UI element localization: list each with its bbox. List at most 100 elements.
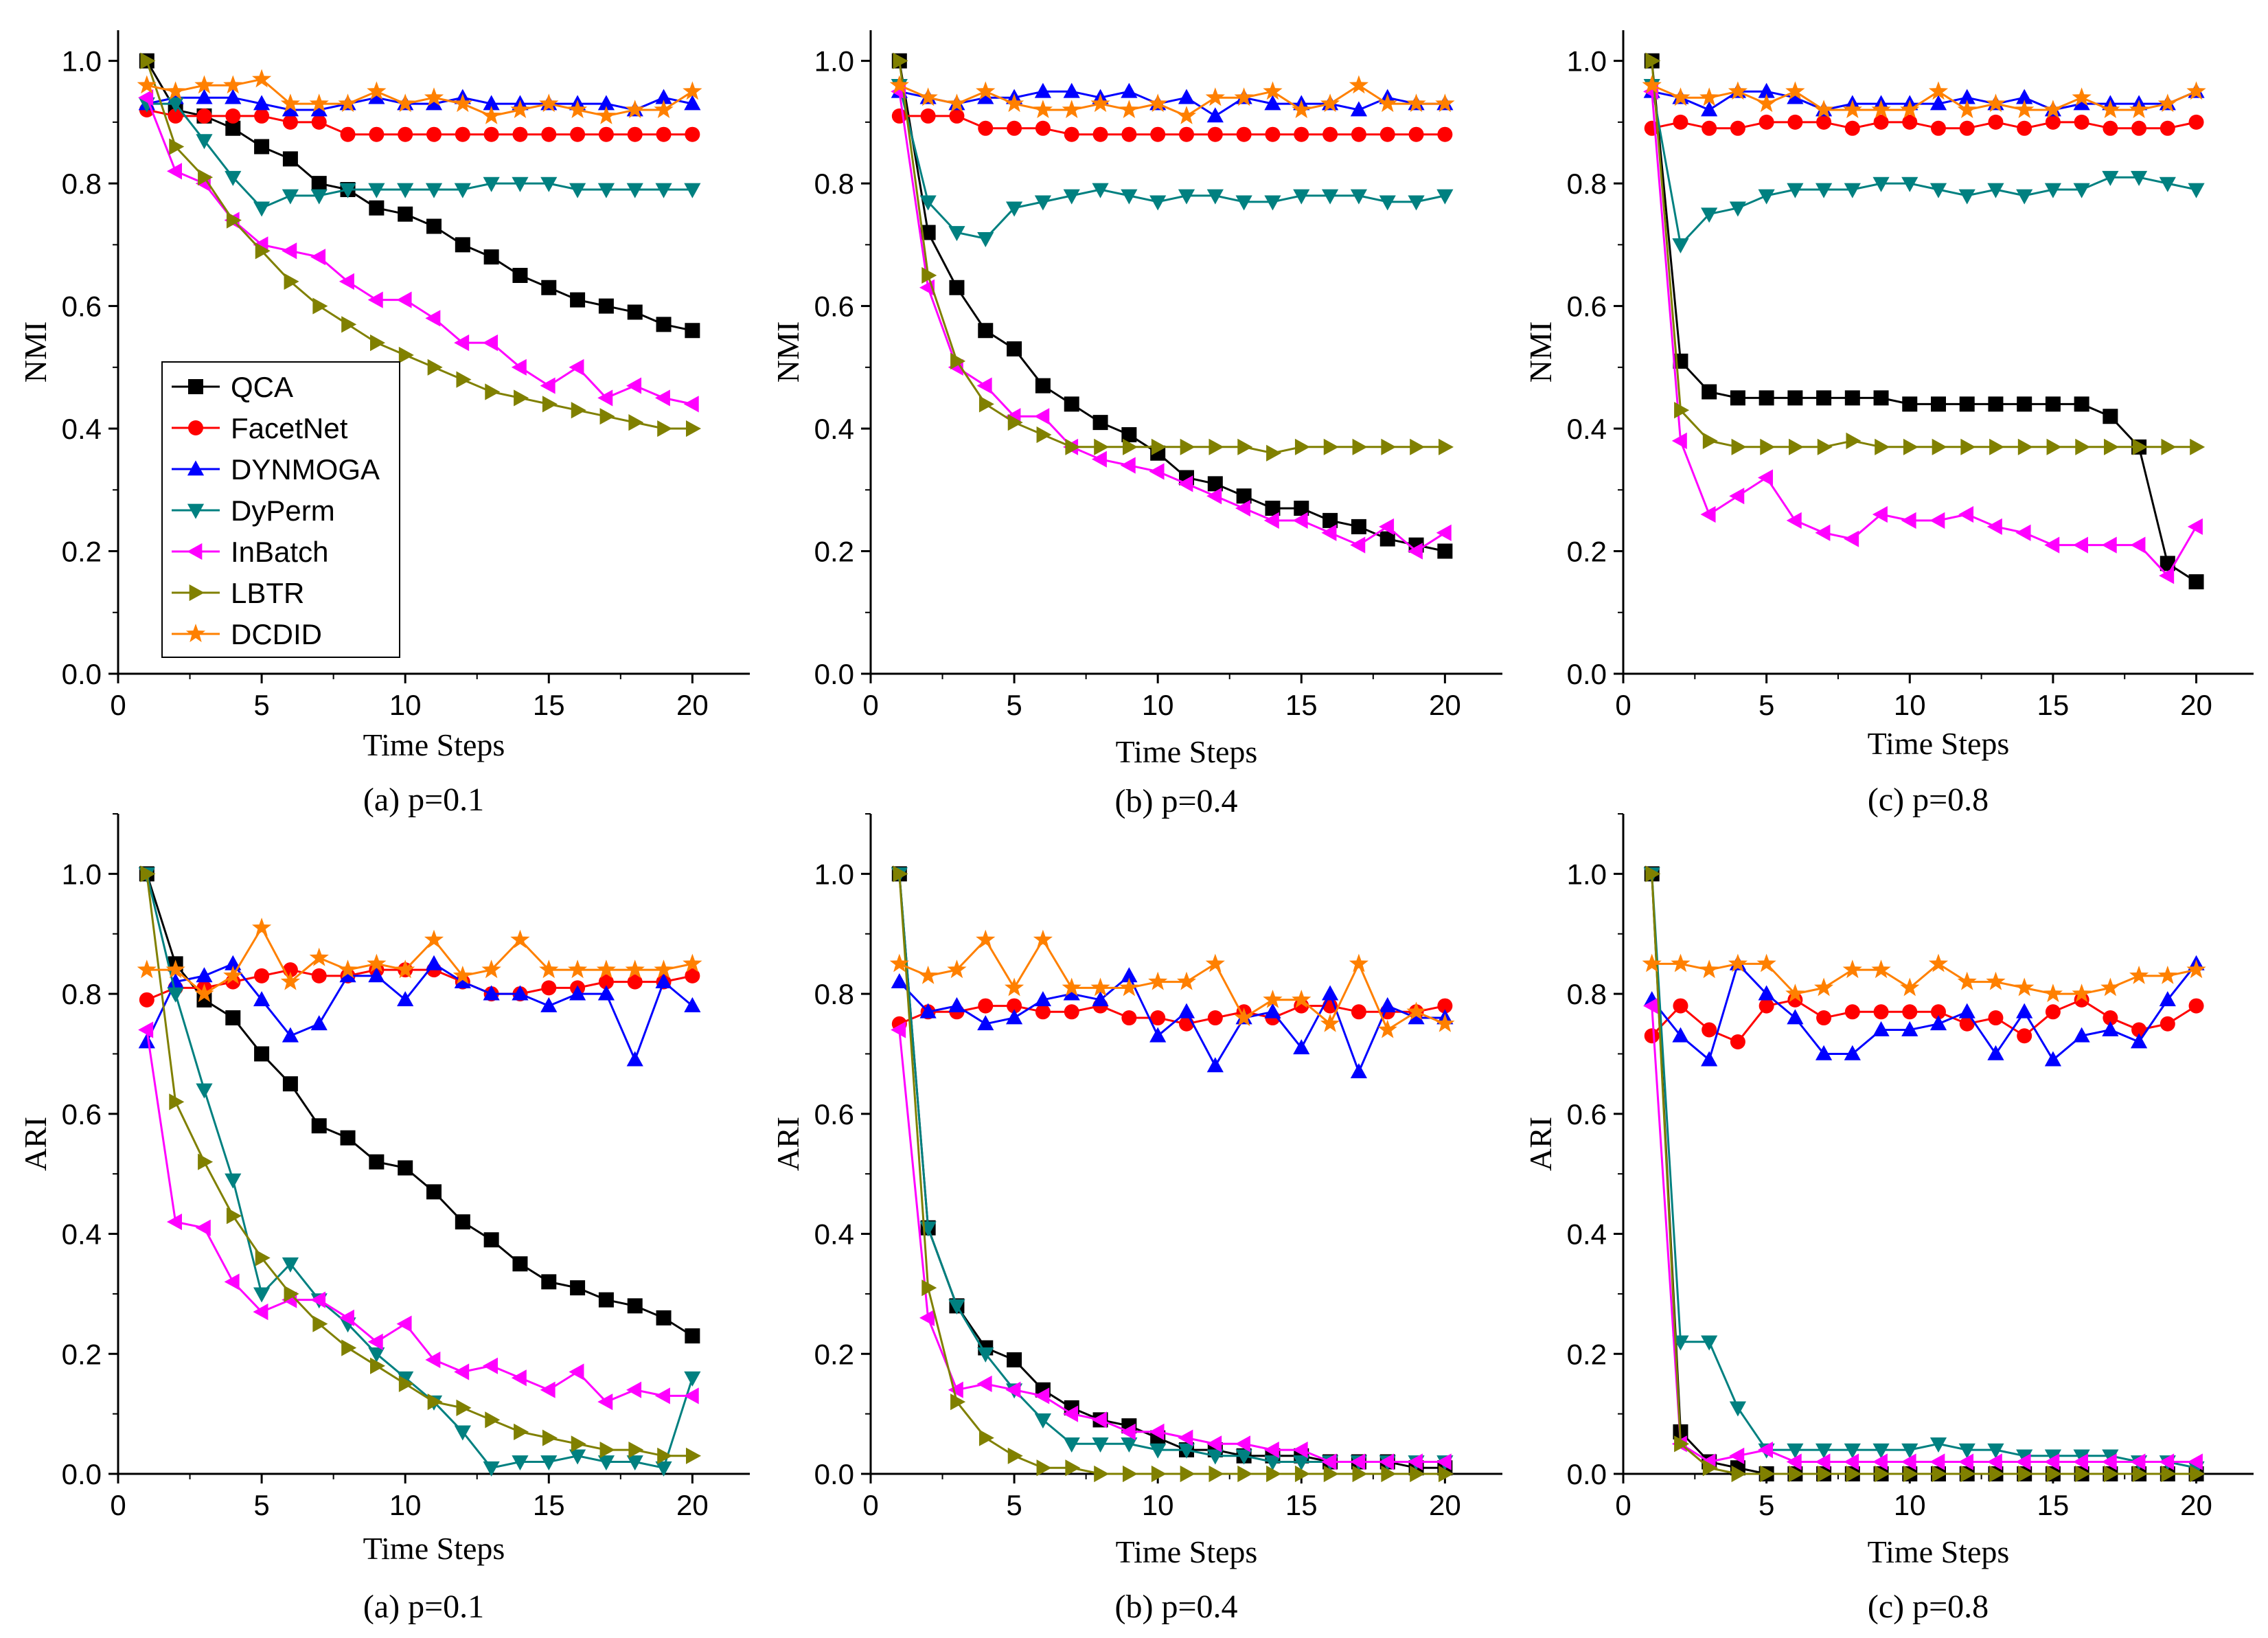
data-point (1292, 512, 1308, 530)
data-point (309, 947, 329, 966)
y-tick-label: 0.4 (62, 413, 102, 445)
data-point (1005, 1009, 1023, 1025)
series-line (1651, 1005, 2197, 1464)
data-point (2045, 1004, 2061, 1020)
data-point (1206, 189, 1224, 205)
data-point (1844, 1453, 1859, 1470)
data-point (253, 1287, 271, 1303)
data-point (1235, 499, 1250, 517)
data-point (685, 126, 700, 142)
data-point (138, 1021, 154, 1038)
data-point (2130, 536, 2146, 554)
data-point (541, 980, 557, 996)
data-point (1323, 1465, 1339, 1483)
x-tick-label: 0 (862, 689, 878, 721)
x-tick-label: 10 (389, 689, 422, 721)
data-point (1929, 95, 1947, 111)
data-point (539, 93, 559, 113)
data-point (891, 972, 908, 988)
data-point (1036, 1459, 1052, 1477)
data-point (455, 237, 470, 253)
series-dcdid (137, 918, 702, 1003)
data-point (654, 100, 674, 118)
y-tick-label: 0.8 (814, 168, 854, 200)
data-point (2101, 536, 2117, 554)
data-point (627, 1298, 643, 1314)
data-point (1034, 408, 1050, 425)
legend-marker (188, 379, 203, 394)
data-point (282, 151, 298, 167)
series-inbatch (1643, 997, 2203, 1470)
data-point (254, 139, 270, 155)
data-point (1092, 1437, 1109, 1453)
data-point (425, 1351, 441, 1369)
data-point (1844, 1443, 1861, 1459)
data-point (1149, 1423, 1165, 1440)
data-point (597, 389, 613, 407)
data-point (368, 183, 385, 198)
data-point (1294, 1465, 1310, 1483)
data-point (1205, 953, 1225, 972)
data-point (1264, 195, 1281, 211)
data-point (2101, 1453, 2117, 1470)
data-point (1959, 120, 1975, 136)
legend-marker (185, 624, 206, 642)
data-point (282, 114, 298, 130)
data-point (1789, 438, 1805, 455)
x-tick-label: 10 (1894, 1489, 1926, 1521)
data-point (1931, 120, 1946, 136)
data-point (1034, 195, 1052, 211)
data-point (1351, 1004, 1366, 1020)
series-qca (1644, 866, 2204, 1481)
data-point (1872, 1453, 1888, 1470)
data-point (1407, 1453, 1423, 1470)
data-point (1007, 998, 1022, 1014)
data-point (1007, 1352, 1022, 1368)
data-point (1063, 1437, 1080, 1453)
data-point (397, 183, 414, 198)
data-point (685, 1328, 700, 1344)
panel-caption: (a) p=0.1 (363, 1589, 484, 1625)
data-point (626, 1455, 643, 1471)
data-point (1437, 126, 1453, 142)
data-point (1701, 1051, 1718, 1067)
y-tick-label: 1.0 (62, 858, 102, 890)
data-point (1673, 114, 1688, 130)
series-qca (139, 53, 700, 339)
data-point (455, 126, 470, 142)
data-point (1007, 1447, 1023, 1464)
x-tick-label: 0 (1615, 1489, 1631, 1521)
data-point (1928, 81, 1949, 100)
data-point (1900, 100, 1920, 118)
series-lbtr (1645, 52, 2206, 455)
data-point (1760, 438, 1776, 455)
data-point (1929, 183, 1947, 198)
data-point (1320, 1013, 1340, 1032)
data-point (1757, 1441, 1773, 1459)
panel-caption: (c) p=0.8 (1868, 1589, 1989, 1625)
data-point (2157, 93, 2177, 113)
data-point (1036, 426, 1052, 444)
data-point (2130, 1033, 2148, 1049)
data-point (599, 1441, 615, 1459)
data-point (2046, 438, 2062, 455)
data-point (396, 959, 415, 979)
data-point (569, 1363, 584, 1380)
data-point (977, 1347, 994, 1363)
data-point (654, 959, 674, 979)
data-point (1090, 93, 1110, 113)
data-point (1034, 1413, 1052, 1429)
data-point (1294, 126, 1309, 142)
data-point (1902, 396, 1918, 412)
data-point (1642, 953, 1662, 972)
data-point (339, 273, 354, 290)
data-point (1293, 1039, 1310, 1055)
data-point (483, 1461, 500, 1477)
data-point (1352, 438, 1368, 455)
series-dcdid (889, 75, 1455, 124)
data-point (1814, 977, 1834, 997)
data-point (1264, 95, 1281, 111)
data-point (2188, 183, 2205, 198)
data-point (1379, 195, 1396, 211)
data-point (2016, 189, 2033, 205)
